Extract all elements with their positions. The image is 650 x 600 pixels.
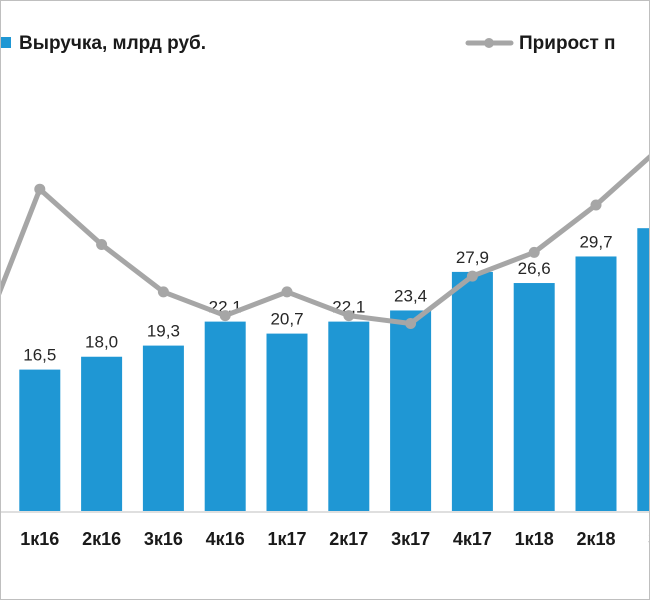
bar xyxy=(575,256,617,511)
x-tick-label: 3к16 xyxy=(144,529,183,549)
bar-data-label: 29,7 xyxy=(579,232,612,251)
legend-line-marker xyxy=(484,38,494,48)
bar xyxy=(637,228,649,511)
line-point xyxy=(405,318,417,329)
growth-line xyxy=(1,154,649,326)
x-tick-label: 2к17 xyxy=(329,529,368,549)
line-point xyxy=(219,310,231,322)
line-point xyxy=(590,199,602,211)
line-point xyxy=(528,246,540,258)
bar-data-label: 27,9 xyxy=(456,248,489,267)
bar xyxy=(451,271,493,511)
bar-data-label: 20,7 xyxy=(270,310,303,329)
legend-line-label: Прирост п xyxy=(519,33,616,54)
line-point xyxy=(281,286,293,298)
x-tick-label: 2к16 xyxy=(82,529,121,549)
x-tick-label: 1к17 xyxy=(267,529,306,549)
x-tick-label: 4к17 xyxy=(453,529,492,549)
bar-data-label: 18,0 xyxy=(85,333,118,352)
legend-bar-swatch xyxy=(1,37,11,48)
bar xyxy=(142,345,184,511)
line-point xyxy=(157,286,169,298)
bar xyxy=(266,333,308,511)
bar-data-labels: 16,518,019,322,120,722,123,427,926,629,7… xyxy=(23,232,612,365)
bar-series xyxy=(19,228,649,511)
x-tick-label: 3к xyxy=(648,529,650,549)
x-tick-label: 1к18 xyxy=(515,529,554,549)
legend-bar-label: Выручка, млрд руб. xyxy=(19,33,206,54)
bar xyxy=(390,310,432,511)
line-point xyxy=(34,183,46,195)
line-point xyxy=(466,270,478,282)
bar xyxy=(81,356,123,511)
line-point xyxy=(96,239,108,250)
line-series xyxy=(1,154,649,329)
x-tick-labels: 61к162к163к164к161к172к173к174к171к182к1… xyxy=(20,529,650,549)
bar-data-label: 16,5 xyxy=(23,346,56,365)
bar-data-label: 23,4 xyxy=(394,286,427,305)
bar xyxy=(328,321,370,511)
line-point xyxy=(343,310,355,322)
x-tick-label: 1к16 xyxy=(20,529,59,549)
x-tick-label: 3к17 xyxy=(391,529,430,549)
x-tick-label: 4к16 xyxy=(206,529,245,549)
bar-data-label: 26,6 xyxy=(518,259,551,278)
legend: Выручка, млрд руб. Прирост п xyxy=(1,33,616,54)
bar xyxy=(513,283,555,511)
bar xyxy=(204,321,246,511)
bar-data-label: 19,3 xyxy=(147,322,180,341)
x-tick-label: 2к18 xyxy=(576,529,615,549)
bar xyxy=(19,369,61,511)
